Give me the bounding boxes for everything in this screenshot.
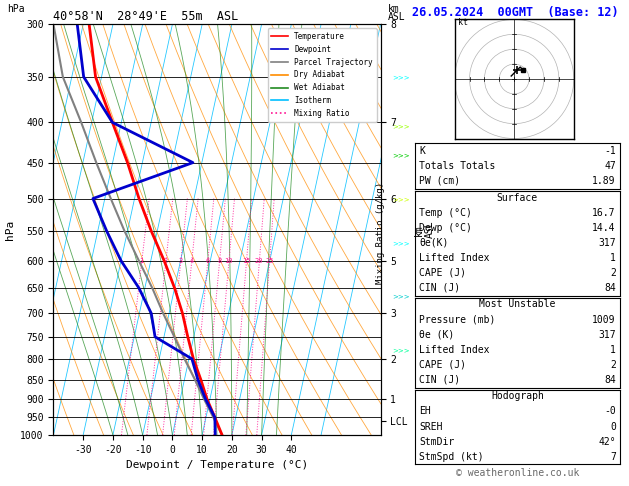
Text: 14.4: 14.4 bbox=[593, 223, 616, 233]
Text: 2: 2 bbox=[610, 360, 616, 370]
Text: θe (K): θe (K) bbox=[419, 330, 454, 340]
Text: 84: 84 bbox=[604, 375, 616, 385]
Text: CAPE (J): CAPE (J) bbox=[419, 268, 466, 278]
Text: 317: 317 bbox=[598, 330, 616, 340]
Text: Surface: Surface bbox=[497, 192, 538, 203]
Text: SREH: SREH bbox=[419, 421, 442, 432]
Text: Mixing Ratio (g/kg): Mixing Ratio (g/kg) bbox=[376, 182, 385, 284]
Text: Hodograph: Hodograph bbox=[491, 391, 544, 401]
Text: 2: 2 bbox=[164, 258, 168, 264]
Text: 3: 3 bbox=[179, 258, 183, 264]
Text: 2: 2 bbox=[610, 268, 616, 278]
Text: Lifted Index: Lifted Index bbox=[419, 345, 489, 355]
Text: © weatheronline.co.uk: © weatheronline.co.uk bbox=[455, 468, 579, 478]
X-axis label: Dewpoint / Temperature (°C): Dewpoint / Temperature (°C) bbox=[126, 460, 308, 470]
Y-axis label: hPa: hPa bbox=[4, 220, 14, 240]
Text: 6: 6 bbox=[206, 258, 209, 264]
Text: 1.89: 1.89 bbox=[593, 176, 616, 186]
Text: Most Unstable: Most Unstable bbox=[479, 299, 555, 310]
Text: 1: 1 bbox=[140, 258, 144, 264]
Text: Lifted Index: Lifted Index bbox=[419, 253, 489, 263]
Text: StmDir: StmDir bbox=[419, 436, 454, 447]
Text: 0: 0 bbox=[610, 421, 616, 432]
Text: km: km bbox=[388, 4, 400, 14]
Text: 7: 7 bbox=[610, 451, 616, 462]
Text: Pressure (mb): Pressure (mb) bbox=[419, 314, 495, 325]
Text: -1: -1 bbox=[604, 146, 616, 156]
Text: PW (cm): PW (cm) bbox=[419, 176, 460, 186]
Text: >>>: >>> bbox=[392, 123, 410, 129]
Text: Totals Totals: Totals Totals bbox=[419, 161, 495, 171]
Text: -0: -0 bbox=[604, 406, 616, 417]
Text: >>>: >>> bbox=[392, 75, 410, 81]
Text: >>>: >>> bbox=[392, 153, 410, 158]
Text: 10: 10 bbox=[225, 258, 233, 264]
Text: StmSpd (kt): StmSpd (kt) bbox=[419, 451, 484, 462]
Text: 1: 1 bbox=[610, 253, 616, 263]
Text: 8: 8 bbox=[217, 258, 221, 264]
Legend: Temperature, Dewpoint, Parcel Trajectory, Dry Adiabat, Wet Adiabat, Isotherm, Mi: Temperature, Dewpoint, Parcel Trajectory… bbox=[267, 28, 377, 122]
Text: CAPE (J): CAPE (J) bbox=[419, 360, 466, 370]
Text: Dewp (°C): Dewp (°C) bbox=[419, 223, 472, 233]
Text: 42°: 42° bbox=[598, 436, 616, 447]
Text: >>>: >>> bbox=[392, 196, 410, 202]
Text: 25: 25 bbox=[265, 258, 274, 264]
Text: hPa: hPa bbox=[8, 4, 25, 14]
Text: 84: 84 bbox=[604, 283, 616, 293]
Text: θe(K): θe(K) bbox=[419, 238, 448, 248]
Text: 317: 317 bbox=[598, 238, 616, 248]
Y-axis label: km
ASL: km ASL bbox=[413, 221, 435, 239]
Text: K: K bbox=[419, 146, 425, 156]
Text: Temp (°C): Temp (°C) bbox=[419, 208, 472, 218]
Text: >>>: >>> bbox=[392, 240, 410, 246]
Text: CIN (J): CIN (J) bbox=[419, 283, 460, 293]
Text: CIN (J): CIN (J) bbox=[419, 375, 460, 385]
Text: EH: EH bbox=[419, 406, 431, 417]
Text: kt: kt bbox=[458, 18, 467, 27]
Text: 4: 4 bbox=[189, 258, 194, 264]
Text: 20: 20 bbox=[255, 258, 264, 264]
Text: >>>: >>> bbox=[392, 294, 410, 299]
Text: 1: 1 bbox=[610, 345, 616, 355]
Text: 1009: 1009 bbox=[593, 314, 616, 325]
Text: 40°58'N  28°49'E  55m  ASL: 40°58'N 28°49'E 55m ASL bbox=[53, 10, 239, 23]
Text: 16.7: 16.7 bbox=[593, 208, 616, 218]
Text: 47: 47 bbox=[604, 161, 616, 171]
Text: 15: 15 bbox=[242, 258, 250, 264]
Text: ASL: ASL bbox=[388, 13, 406, 22]
Text: >>>: >>> bbox=[392, 347, 410, 353]
Text: 26.05.2024  00GMT  (Base: 12): 26.05.2024 00GMT (Base: 12) bbox=[412, 5, 618, 18]
